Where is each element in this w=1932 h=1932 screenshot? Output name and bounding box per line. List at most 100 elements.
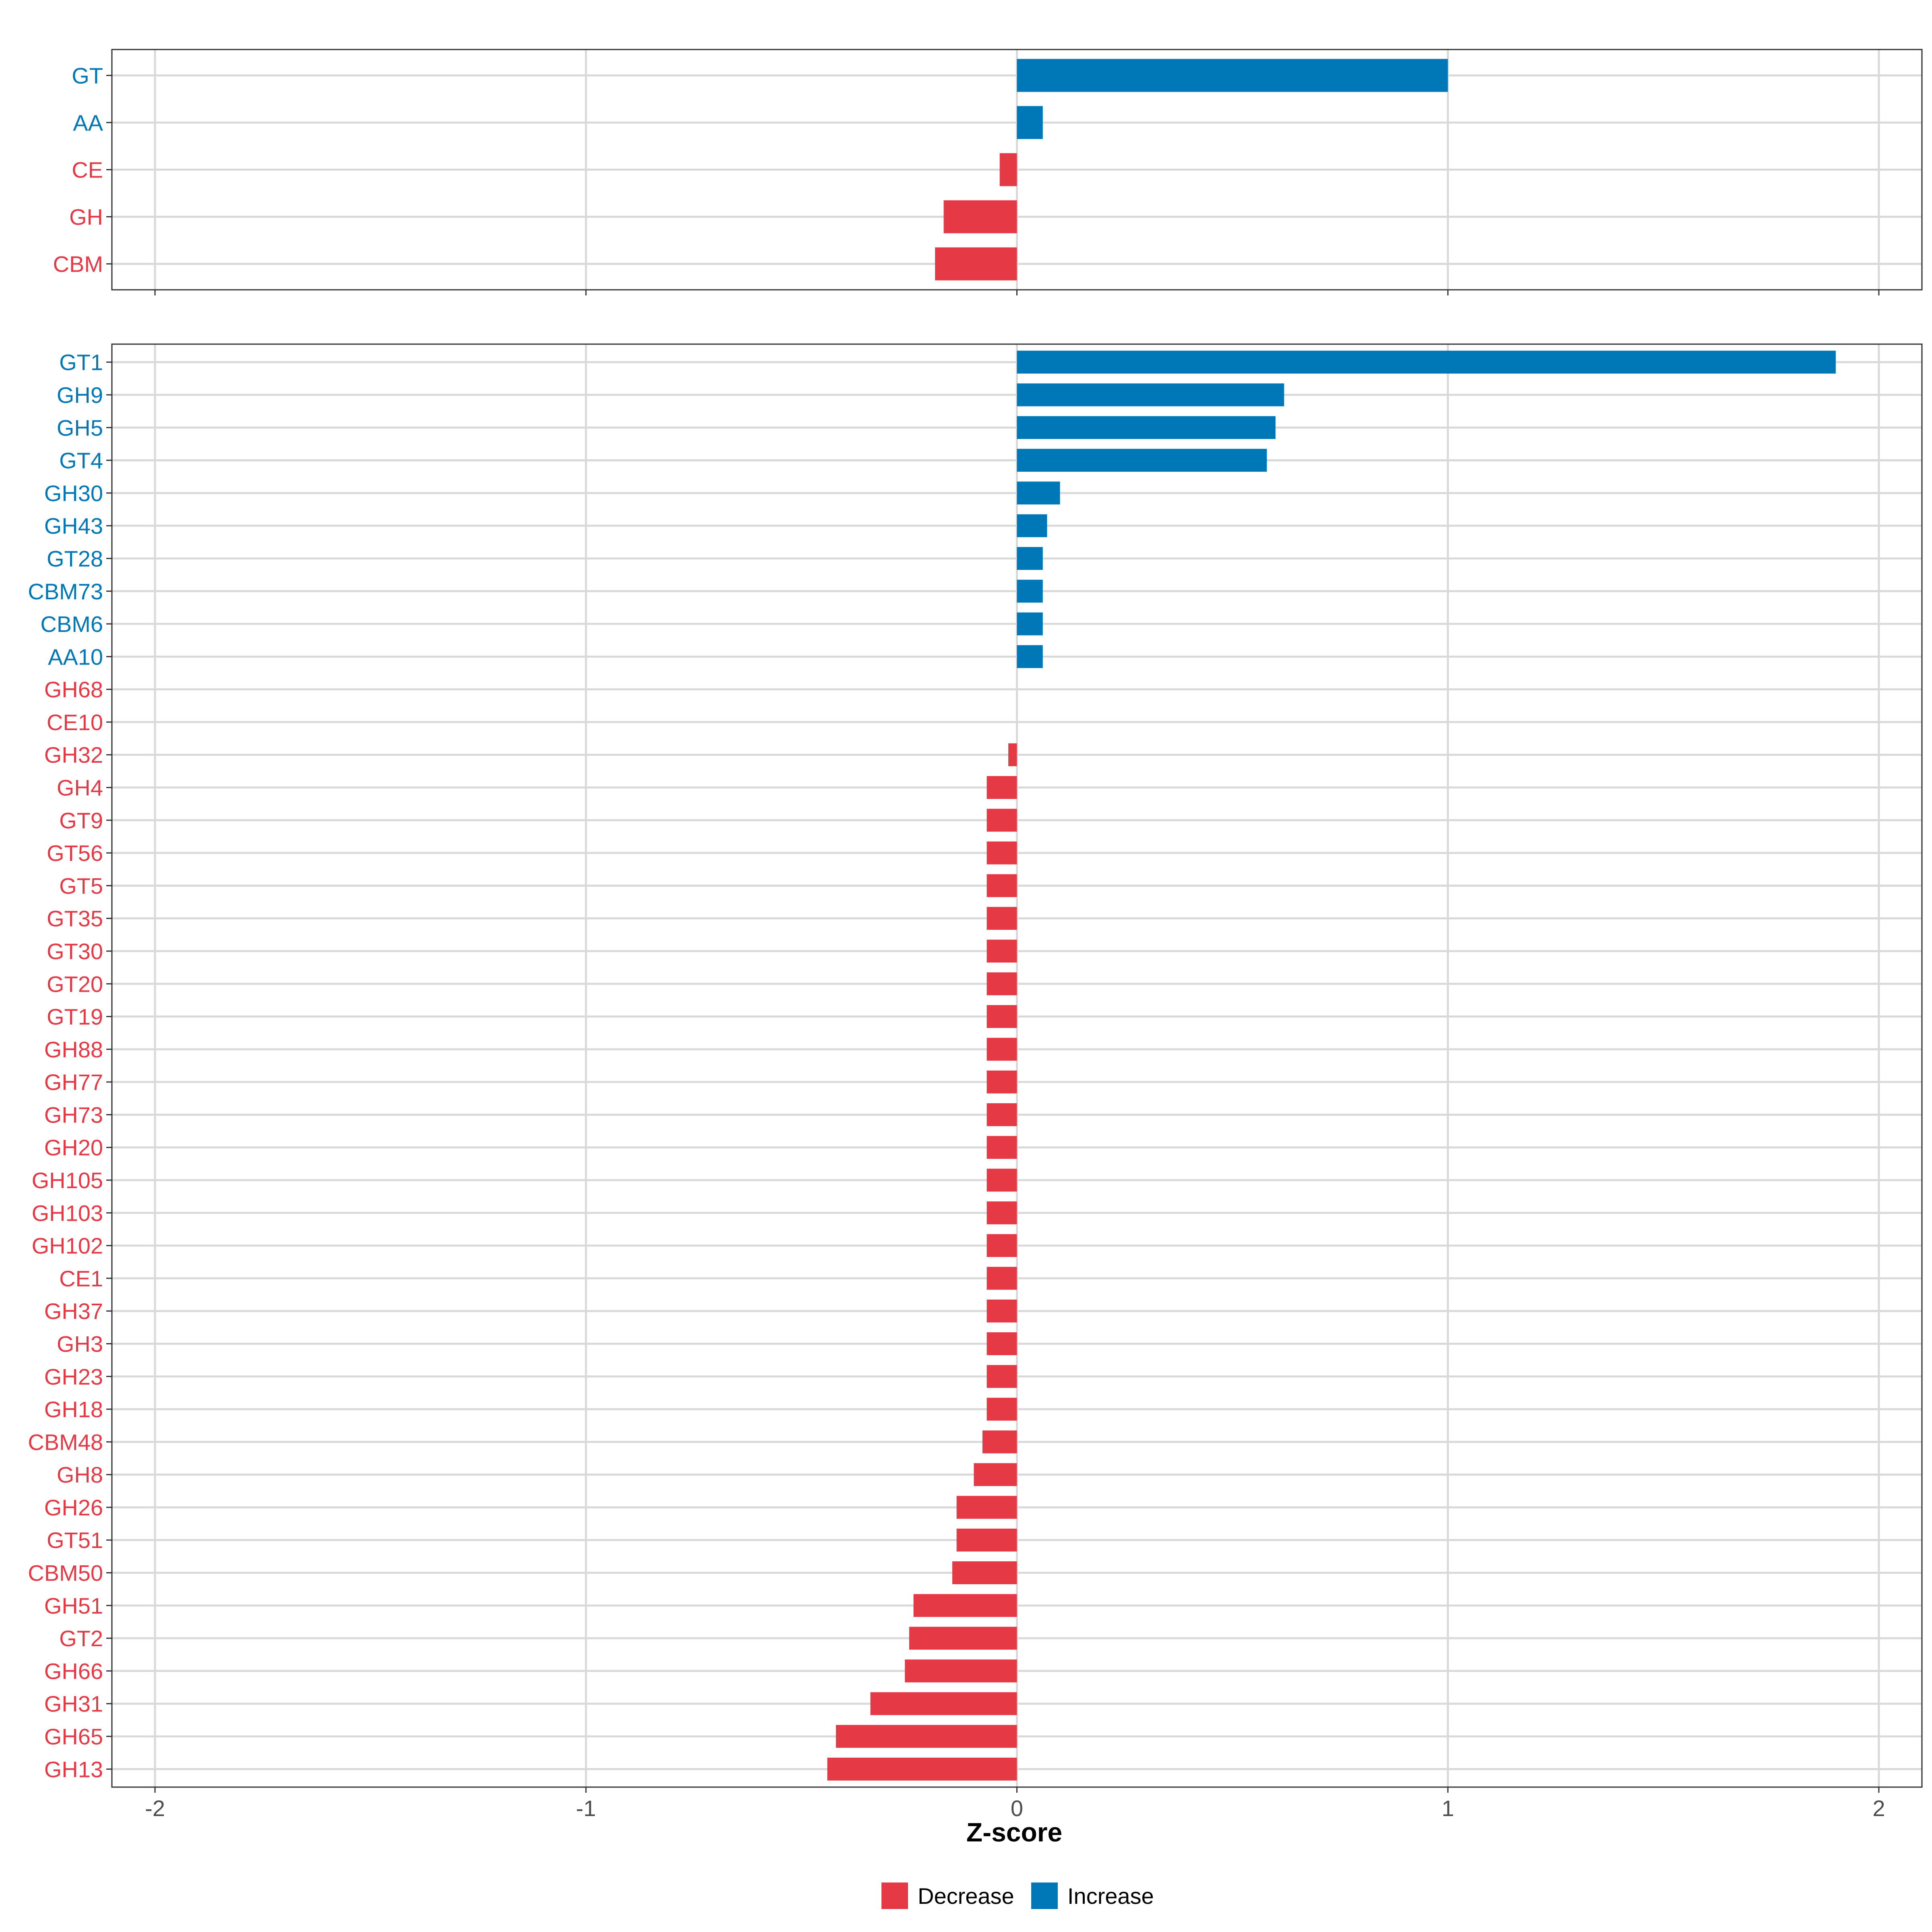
y-tick-label: GH66 bbox=[44, 1658, 103, 1684]
x-tick-label: 0 bbox=[1011, 1796, 1023, 1821]
bar-gh77 bbox=[987, 1070, 1017, 1094]
bar-gt1 bbox=[1017, 351, 1836, 374]
bar-gh32 bbox=[1008, 743, 1017, 766]
x-tick-label: -1 bbox=[576, 1796, 596, 1821]
y-tick-label: GH77 bbox=[44, 1069, 103, 1095]
bar-gt51 bbox=[956, 1528, 1017, 1552]
y-tick-label: GH51 bbox=[44, 1593, 103, 1618]
y-tick-label: GH13 bbox=[44, 1757, 103, 1782]
bar-gh103 bbox=[987, 1201, 1017, 1224]
y-tick-label: CE1 bbox=[59, 1266, 103, 1291]
bar-gh3 bbox=[987, 1332, 1017, 1355]
y-tick-label: GH8 bbox=[57, 1462, 103, 1488]
y-tick-label: GT19 bbox=[47, 1004, 103, 1030]
y-tick-label: CBM73 bbox=[28, 579, 103, 604]
legend-swatch-decrease bbox=[881, 1882, 908, 1909]
bar-gh bbox=[943, 200, 1017, 233]
bar-cbm bbox=[935, 247, 1017, 281]
x-tick-label: 1 bbox=[1442, 1796, 1454, 1821]
bar-gt9 bbox=[987, 809, 1017, 832]
y-tick-label: GH43 bbox=[44, 513, 103, 539]
bar-gt30 bbox=[987, 939, 1017, 963]
y-tick-label: GT4 bbox=[59, 448, 103, 473]
bar-gt35 bbox=[987, 907, 1017, 930]
bar-gh26 bbox=[956, 1496, 1017, 1519]
bar-gh73 bbox=[987, 1103, 1017, 1126]
y-tick-label: GT2 bbox=[59, 1626, 103, 1651]
bar-gt19 bbox=[987, 1005, 1017, 1028]
bar-gh13 bbox=[827, 1757, 1017, 1781]
bar-gt56 bbox=[987, 841, 1017, 865]
bar-gh23 bbox=[987, 1365, 1017, 1388]
legend-label-increase: Increase bbox=[1067, 1883, 1154, 1909]
y-tick-label: GH37 bbox=[44, 1298, 103, 1324]
y-tick-label: GH31 bbox=[44, 1691, 103, 1717]
bar-gh66 bbox=[905, 1659, 1017, 1682]
bar-gh5 bbox=[1017, 416, 1276, 439]
bar-gh4 bbox=[987, 776, 1017, 799]
legend-label-decrease: Decrease bbox=[918, 1883, 1014, 1909]
bar-cbm73 bbox=[1017, 580, 1043, 603]
x-axis-title: Z-score bbox=[966, 1817, 1062, 1847]
bar-gh65 bbox=[836, 1725, 1017, 1748]
bar-gt4 bbox=[1017, 449, 1267, 472]
legend-swatch-increase bbox=[1031, 1882, 1058, 1909]
bar-gh30 bbox=[1017, 481, 1060, 505]
y-tick-label: GT9 bbox=[59, 808, 103, 833]
y-tick-label: GT1 bbox=[59, 350, 103, 375]
bar-gh105 bbox=[987, 1168, 1017, 1192]
bar-gh37 bbox=[987, 1299, 1017, 1323]
bar-gt28 bbox=[1017, 547, 1043, 570]
y-tick-label: GH26 bbox=[44, 1495, 103, 1520]
bar-cbm6 bbox=[1017, 612, 1043, 636]
bar-aa bbox=[1017, 106, 1043, 139]
y-tick-label: GH5 bbox=[57, 415, 103, 440]
bar-gh43 bbox=[1017, 514, 1047, 537]
bar-gh102 bbox=[987, 1234, 1017, 1257]
bar-gt bbox=[1017, 59, 1448, 92]
bar-ce1 bbox=[987, 1267, 1017, 1290]
legend: Decrease Increase bbox=[881, 1882, 1154, 1909]
y-tick-label: GH73 bbox=[44, 1102, 103, 1127]
y-tick-label: GT51 bbox=[47, 1527, 103, 1553]
y-tick-label: GH bbox=[69, 204, 103, 230]
bar-gh20 bbox=[987, 1136, 1017, 1159]
y-tick-label: GH20 bbox=[44, 1135, 103, 1160]
y-tick-label: GH30 bbox=[44, 481, 103, 506]
bar-gt20 bbox=[987, 972, 1017, 995]
bar-cbm50 bbox=[952, 1561, 1017, 1584]
x-tick-label: 2 bbox=[1872, 1796, 1885, 1821]
bar-gh9 bbox=[1017, 383, 1284, 407]
bar-gh51 bbox=[913, 1594, 1017, 1617]
y-tick-label: GH88 bbox=[44, 1037, 103, 1062]
bar-gt5 bbox=[987, 874, 1017, 897]
y-tick-label: GH4 bbox=[57, 775, 103, 801]
y-tick-label: GH105 bbox=[32, 1168, 103, 1193]
bar-aa10 bbox=[1017, 645, 1043, 668]
y-tick-label: GT20 bbox=[47, 971, 103, 997]
bottom-panel: GT1GH9GH5GT4GH30GH43GT28CBM73CBM6AA10GH6… bbox=[28, 343, 1923, 1821]
bar-gh31 bbox=[870, 1692, 1017, 1715]
y-tick-label: CE10 bbox=[47, 710, 103, 735]
y-tick-label: GT56 bbox=[47, 840, 103, 866]
y-tick-label: GT30 bbox=[47, 939, 103, 964]
bar-gh8 bbox=[974, 1463, 1017, 1486]
bar-gh18 bbox=[987, 1397, 1017, 1421]
y-tick-label: GT28 bbox=[47, 546, 103, 571]
y-tick-label: AA bbox=[73, 110, 103, 135]
y-tick-label: GH103 bbox=[32, 1200, 103, 1226]
y-tick-label: CBM bbox=[53, 252, 103, 277]
y-tick-label: GH32 bbox=[44, 742, 103, 768]
bar-gh88 bbox=[987, 1038, 1017, 1061]
y-tick-label: GH23 bbox=[44, 1364, 103, 1389]
y-tick-label: GH18 bbox=[44, 1397, 103, 1422]
y-tick-label: CE bbox=[72, 157, 103, 183]
top-panel: GT AA CE GH CBM bbox=[53, 49, 1923, 295]
bar-ce bbox=[999, 153, 1017, 186]
y-tick-label: GH102 bbox=[32, 1233, 103, 1259]
y-tick-label: GT bbox=[72, 63, 103, 88]
bar-gt2 bbox=[909, 1627, 1017, 1650]
y-tick-label: CBM50 bbox=[28, 1560, 103, 1586]
y-tick-label: GH68 bbox=[44, 677, 103, 702]
